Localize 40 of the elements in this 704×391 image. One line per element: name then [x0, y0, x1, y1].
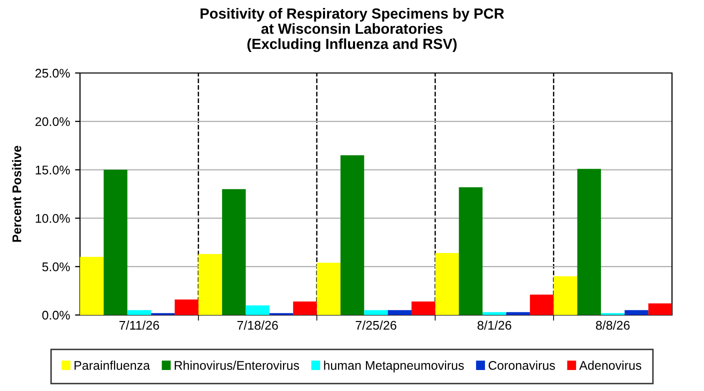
bar	[246, 305, 270, 315]
y-tick-label: 25.0%	[35, 68, 70, 78]
legend-label: Adenovirus	[579, 360, 642, 370]
legend-label: human Metapneumovirus	[324, 360, 464, 372]
bar	[316, 262, 340, 315]
legend-label: Rhinovirus/Enterovirus	[174, 360, 300, 370]
bar	[340, 155, 364, 315]
y-tick-label: 0.0%	[42, 310, 70, 320]
bar	[127, 310, 152, 315]
legend-label: Parainfluenza	[74, 360, 150, 370]
x-tick-label: 7/25/26	[356, 320, 396, 330]
x-tick-label: 8/1/26	[478, 320, 512, 330]
bar	[648, 303, 672, 315]
y-axis-title: Percent Positive	[12, 146, 22, 242]
bar	[293, 301, 317, 315]
bar	[506, 312, 530, 315]
y-tick-label: 5.0%	[42, 262, 70, 272]
bar	[577, 168, 601, 315]
x-tick-label: 7/11/26	[119, 320, 160, 330]
bar	[435, 253, 459, 315]
bar	[222, 189, 246, 315]
x-tick-label: 7/18/26	[237, 320, 278, 330]
bar	[80, 256, 104, 315]
bar	[482, 312, 506, 315]
chart-title: Positivity of Respiratory Specimens by PCR at Wisconsin Laboratories (Excluding Influenza and RSV)	[200, 8, 504, 52]
bar	[530, 294, 554, 315]
bar	[104, 170, 128, 315]
bar	[458, 187, 483, 315]
x-tick-label: 8/8/26	[596, 320, 630, 330]
bar	[624, 310, 648, 315]
y-tick-label: 10.0%	[36, 214, 70, 223]
bar	[554, 276, 578, 315]
legend-label: Coronavirus	[488, 360, 555, 370]
bar	[412, 301, 436, 315]
bar	[174, 300, 198, 315]
bar	[388, 310, 412, 315]
y-tick-label: 20.0%	[35, 117, 70, 126]
bar	[198, 254, 222, 315]
bar	[364, 310, 388, 315]
y-tick-label: 15.0%	[36, 166, 70, 174]
